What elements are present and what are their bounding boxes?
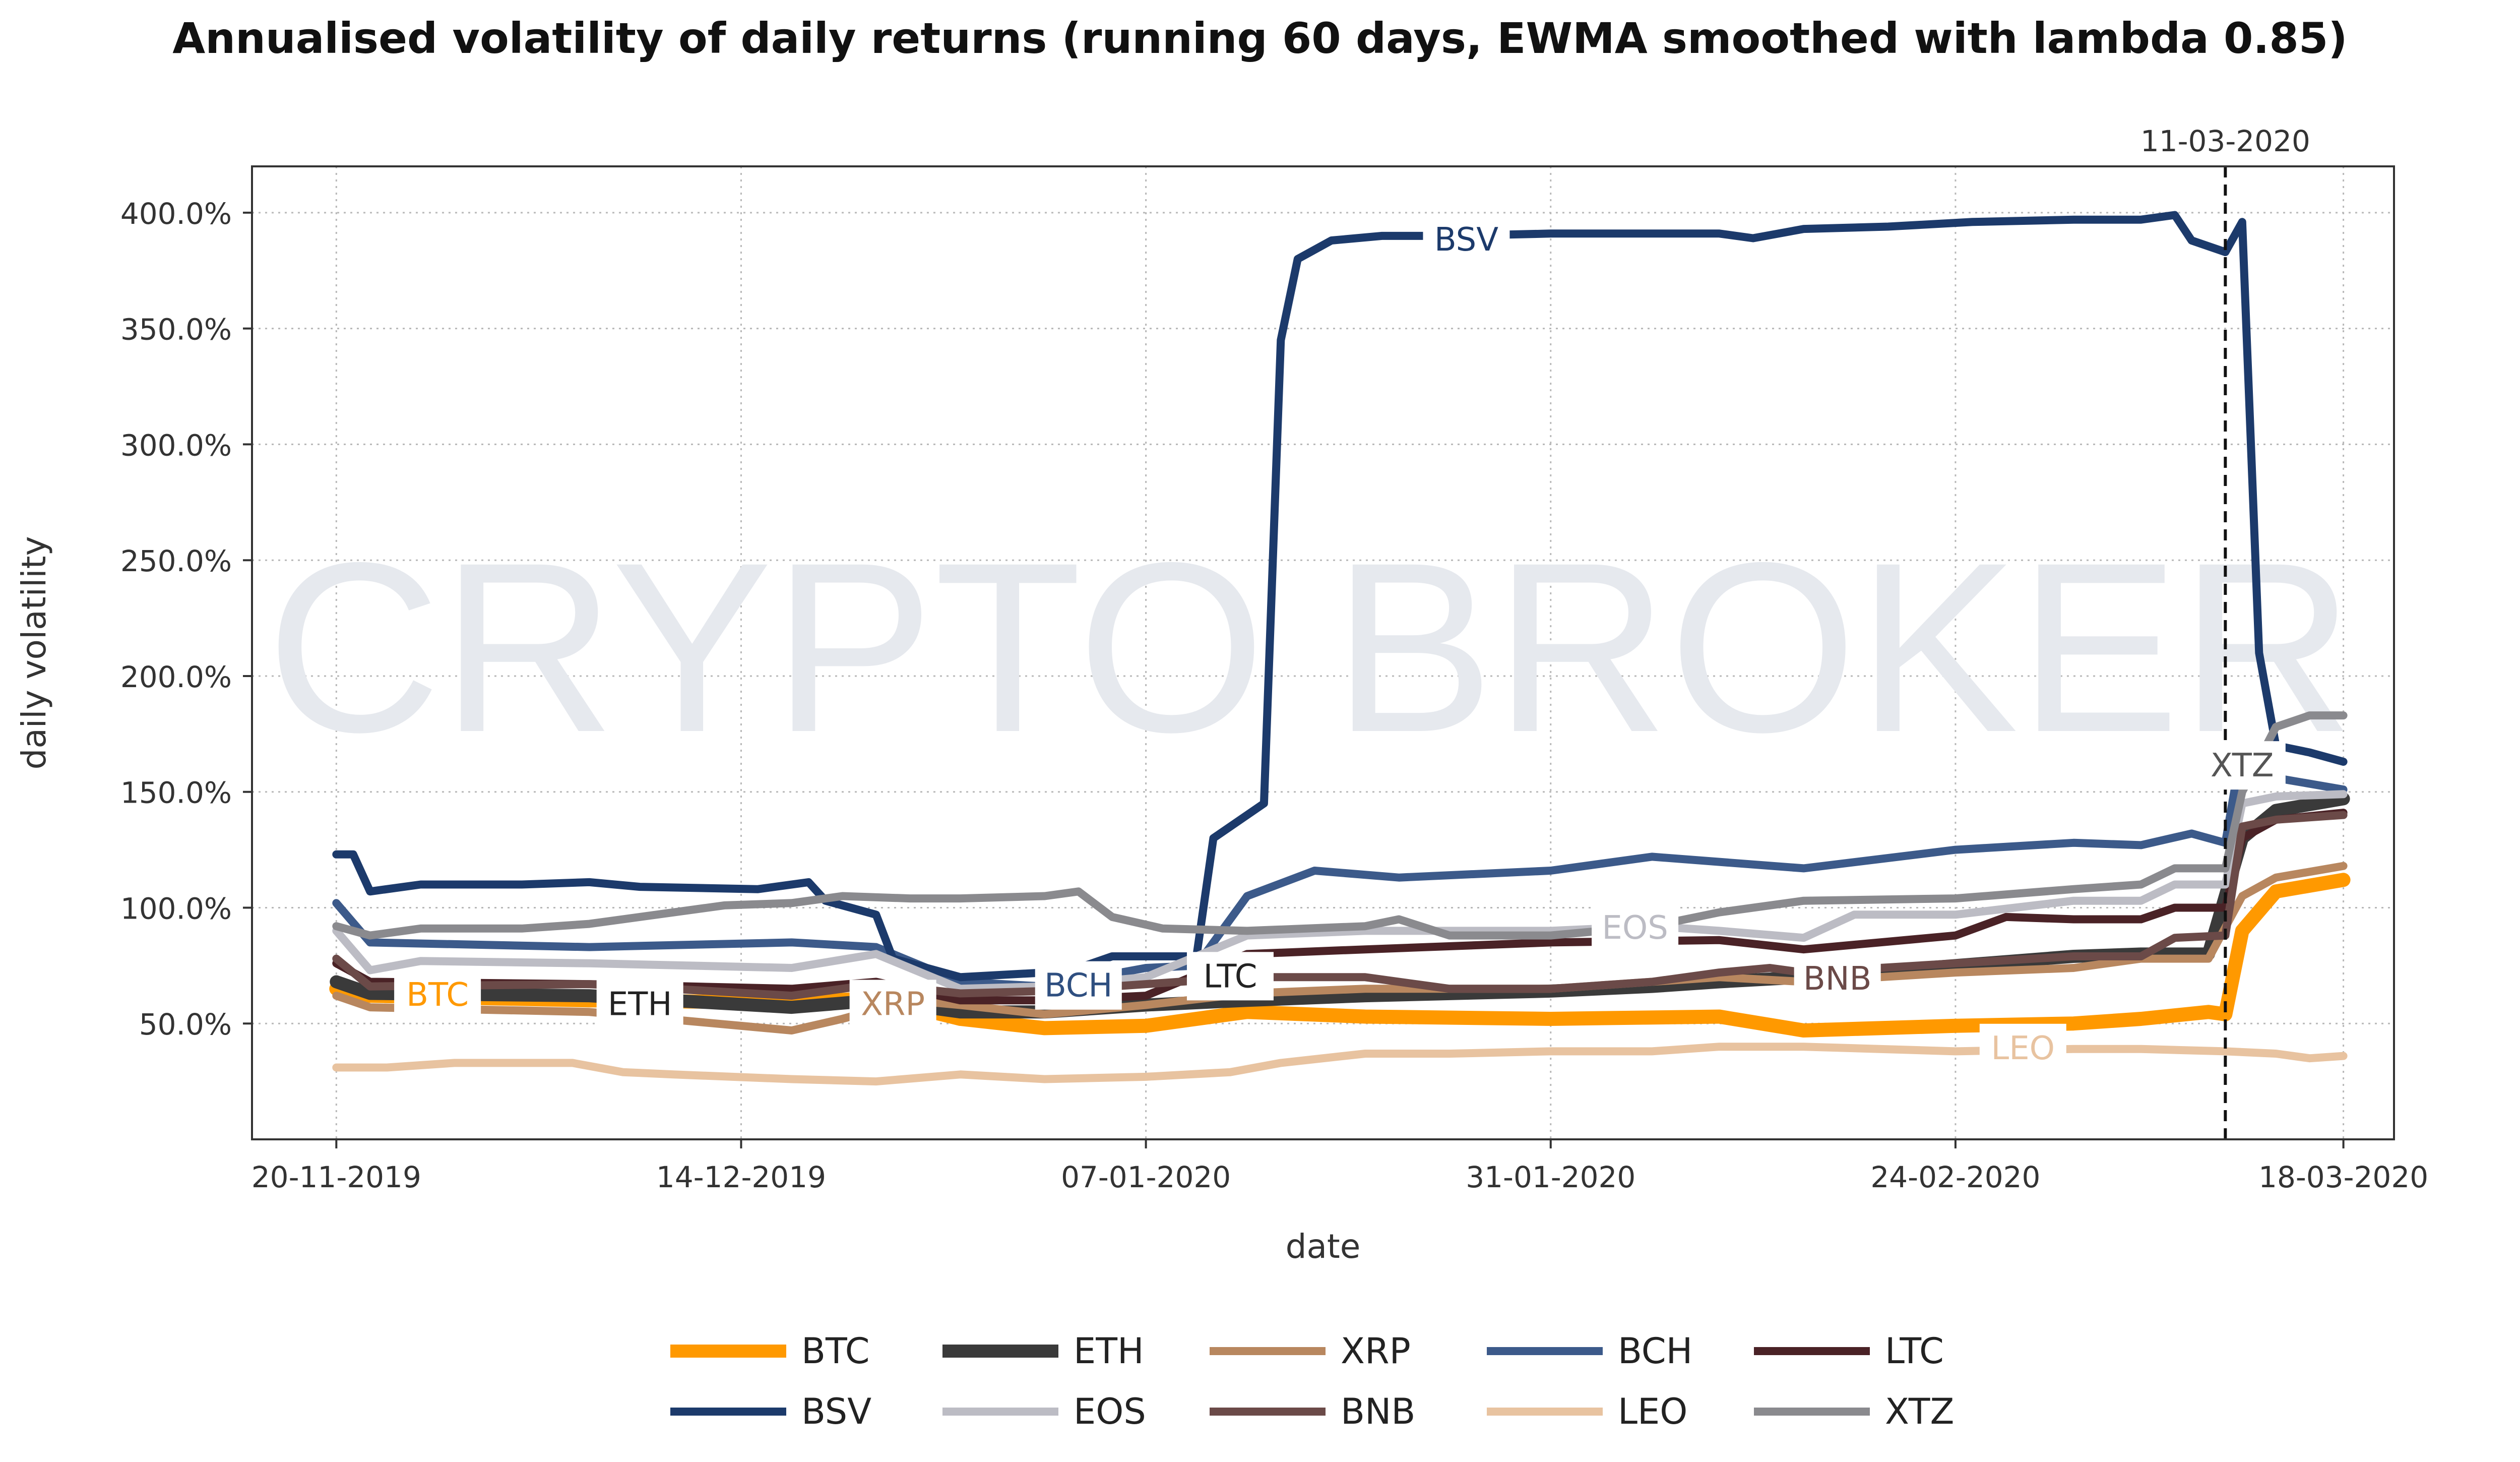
annotation-background — [1592, 903, 1679, 952]
series-line-leo — [332, 1043, 2348, 1086]
series-line-xrp — [332, 862, 2348, 1034]
watermark: CRYPTO BROKER — [266, 512, 2354, 782]
event-line-label: 11-03-2020 — [2140, 124, 2310, 158]
legend-label-leo: LEO — [1618, 1391, 1687, 1432]
annotation-background — [1794, 954, 1881, 1003]
y-axis-label: daily volatility — [15, 536, 53, 769]
y-tick-label: 250.0% — [120, 544, 232, 578]
x-tick-label: 18-03-2020 — [2258, 1160, 2428, 1194]
series-annotation-bsv: BSV — [1434, 221, 1498, 259]
x-tick-label: 07-01-2020 — [1061, 1160, 1231, 1194]
legend: BTC ETH XRP BCH LTC BSV EOS BNB LEO XTZ — [670, 1330, 1954, 1432]
series-lines — [329, 211, 2351, 1086]
series-annotation-xtz: XTZ — [2211, 747, 2274, 784]
plot-frame — [251, 165, 2395, 1140]
series-annotation-leo: LEO — [1991, 1030, 2055, 1067]
annotation-background — [2198, 741, 2286, 790]
legend-label-eos: EOS — [1074, 1391, 1146, 1432]
annotation-background — [394, 970, 481, 1019]
legend-label-xrp: XRP — [1341, 1330, 1411, 1372]
annotation-background — [1035, 961, 1122, 1010]
y-tick-label: 200.0% — [120, 660, 232, 694]
chart-title: Annualised volatility of daily returns (… — [172, 14, 2347, 63]
legend-label-eth: ETH — [1074, 1330, 1144, 1372]
y-tick-label: 350.0% — [120, 313, 232, 347]
y-tick-label: 400.0% — [120, 197, 232, 231]
series-annotation-bch: BCH — [1044, 967, 1113, 1005]
series-annotation-xrp: XRP — [861, 986, 925, 1023]
x-axis-ticks: 20-11-2019 14-12-2019 07-01-2020 31-01-2020… — [251, 1139, 2428, 1194]
series-annotations: BTC ETH XRP BCH LTC BSV EOS BNB LEO XTZ — [394, 215, 2286, 1072]
legend-label-bsv: BSV — [801, 1391, 871, 1432]
x-tick-label: 20-11-2019 — [251, 1160, 421, 1194]
y-tick-label: 150.0% — [120, 776, 232, 810]
legend-label-btc: BTC — [801, 1330, 870, 1372]
legend-label-xtz: XTZ — [1885, 1391, 1954, 1432]
legend-label-bch: BCH — [1618, 1330, 1692, 1372]
series-annotation-eos: EOS — [1602, 909, 1668, 947]
y-tick-label: 300.0% — [120, 428, 232, 462]
series-annotation-btc: BTC — [406, 977, 469, 1014]
series-annotation-eth: ETH — [608, 986, 672, 1023]
series-line-bch — [332, 741, 2348, 991]
legend-label-bnb: BNB — [1341, 1391, 1415, 1432]
y-axis-ticks: 50.0% 100.0% 150.0% 200.0% 250.0% 300.0% 350.0… — [120, 197, 252, 1042]
legend-label-ltc: LTC — [1885, 1330, 1944, 1372]
annotation-background — [1979, 1023, 2066, 1072]
annotation-background — [1186, 952, 1274, 1001]
event-marker: 11-03-2020 — [2140, 124, 2310, 1139]
series-line-xtz — [332, 711, 2348, 940]
plot-area: CRYPTO BROKER 11-03-2020 BTC ETH XRP BCH LTC… — [251, 124, 2395, 1140]
x-axis-label: date — [1286, 1227, 1361, 1266]
series-annotation-bnb: BNB — [1803, 960, 1872, 998]
x-tick-label: 14-12-2019 — [656, 1160, 826, 1194]
annotation-background — [849, 980, 936, 1028]
annotation-background — [596, 980, 683, 1028]
y-tick-label: 100.0% — [120, 891, 232, 926]
y-tick-label: 50.0% — [139, 1007, 232, 1042]
grid-lines — [252, 166, 2394, 1139]
x-tick-label: 24-02-2020 — [1870, 1160, 2040, 1194]
series-line-bsv — [332, 211, 2348, 982]
annotation-background — [1423, 215, 1510, 264]
series-annotation-ltc: LTC — [1204, 958, 1257, 995]
x-tick-label: 31-01-2020 — [1466, 1160, 1635, 1194]
